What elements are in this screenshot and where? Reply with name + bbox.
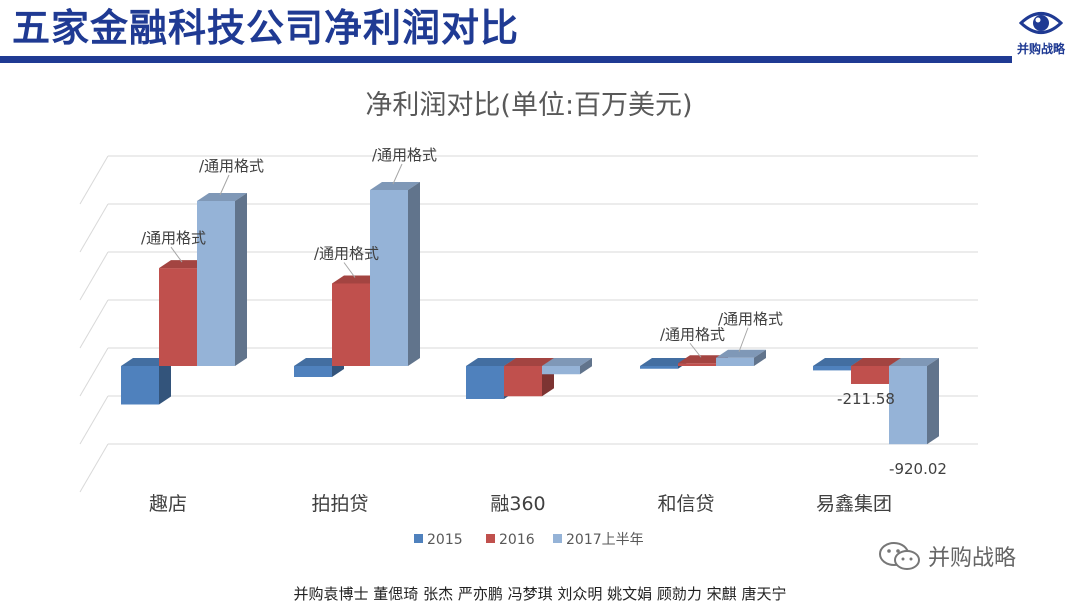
bar-front: [542, 366, 580, 375]
data-labels: /通用格式/通用格式/通用格式/通用格式/通用格式/通用格式 -211.58 -92…: [141, 146, 947, 478]
bar-front: [121, 366, 159, 405]
grid: [79, 155, 978, 493]
bar-front: [851, 366, 889, 384]
gridline-depth: [79, 203, 109, 253]
bar-top: [370, 182, 420, 190]
legend-swatch: [486, 534, 495, 543]
data-label: /通用格式: [314, 245, 379, 263]
bar-top: [159, 260, 209, 269]
bar-top: [466, 358, 516, 366]
gridline-depth: [79, 395, 109, 445]
bar-2015-趣店: [121, 358, 171, 405]
bar-2017上半年-易鑫集团: [889, 358, 939, 445]
bar-side: [235, 193, 247, 366]
legend-item-2017上半年: 2017上半年: [553, 532, 644, 548]
wechat-icon: [879, 542, 920, 570]
data-label: /通用格式: [718, 310, 783, 328]
eye-icon: [1019, 12, 1063, 34]
bar-front: [466, 366, 504, 399]
bar-top: [851, 358, 901, 366]
legend-label: 2016: [499, 532, 535, 548]
gridline-depth: [79, 443, 109, 493]
bar-front: [294, 366, 332, 377]
data-label: /通用格式: [141, 229, 206, 247]
legend-swatch: [414, 534, 423, 543]
wechat-watermark: 并购战略: [878, 540, 1016, 572]
data-label: /通用格式: [660, 325, 725, 343]
bar-top: [889, 358, 939, 366]
legend: 2015 2016 2017上半年: [414, 532, 644, 548]
category-label: 融360: [490, 493, 545, 515]
bars: [121, 182, 939, 445]
legend-item-2016: 2016: [486, 532, 535, 548]
category-label: 拍拍贷: [311, 493, 368, 515]
bar-2017上半年-趣店: [197, 193, 247, 366]
gridline-depth: [79, 299, 109, 349]
bar-side: [927, 358, 939, 445]
bar-front: [504, 366, 542, 397]
brand-logo: 并购战略: [1010, 4, 1072, 64]
bar-2017上半年-融360: [542, 358, 592, 375]
category-label: 易鑫集团: [816, 493, 892, 515]
data-label: /通用格式: [199, 157, 264, 175]
chart-title: 净利润对比(单位:百万美元): [365, 90, 692, 121]
category-label: 和信贷: [657, 493, 714, 515]
leader-line: [738, 327, 749, 352]
author-credits: 并购袁博士 董偲琦 张杰 严亦鹏 冯梦琪 刘众明 姚文娟 顾勍力 宋麒 唐天宁: [293, 585, 787, 603]
bar-front: [159, 268, 197, 366]
bar-side: [408, 182, 420, 366]
slide-title: 五家金融科技公司净利润对比: [12, 6, 520, 50]
wechat-account-name: 并购战略: [928, 546, 1017, 571]
bar-2017上半年-和信贷: [716, 349, 766, 366]
legend-label: 2015: [427, 532, 463, 548]
legend-swatch: [553, 534, 562, 543]
bar-top: [640, 358, 690, 366]
title-bar: [0, 56, 1012, 63]
bar-front: [813, 366, 851, 371]
gridline-depth: [79, 251, 109, 301]
net-profit-chart: 净利润对比(单位:百万美元) 趣店 拍拍贷 融360 和信贷 易鑫集团 /通用格式/通用…: [79, 90, 978, 548]
leader-line: [219, 174, 230, 196]
bar-front: [678, 363, 716, 366]
legend-item-2015: 2015: [414, 532, 463, 548]
bar-front: [640, 366, 678, 369]
bar-top: [716, 349, 766, 358]
bar-side: [754, 349, 766, 366]
legend-label: 2017上半年: [566, 532, 644, 548]
bar-side: [580, 358, 592, 375]
leader-line: [392, 163, 403, 185]
bar-2017上半年-拍拍贷: [370, 182, 420, 366]
bar-front: [332, 283, 370, 366]
leader-line: [689, 342, 702, 358]
leader-line: [170, 246, 183, 263]
bar-side: [159, 358, 171, 405]
bar-top: [678, 355, 728, 364]
bar-front: [197, 201, 235, 366]
bar-top: [294, 358, 344, 366]
bar-top: [121, 358, 171, 366]
bar-front: [370, 190, 408, 366]
gridline-depth: [79, 155, 109, 205]
bar-top: [332, 275, 382, 284]
data-label: -920.02: [889, 460, 947, 478]
bar-front: [889, 366, 927, 445]
data-label: -211.58: [837, 390, 895, 408]
leader-line: [343, 262, 356, 278]
logo-text: 并购战略: [1016, 42, 1065, 56]
bar-top: [542, 358, 592, 366]
gridline-depth: [79, 347, 109, 397]
data-label: /通用格式: [372, 146, 437, 164]
bar-front: [716, 357, 754, 366]
bar-top: [197, 193, 247, 201]
category-label: 趣店: [149, 493, 187, 515]
category-labels: 趣店 拍拍贷 融360 和信贷 易鑫集团: [149, 493, 892, 515]
bar-top: [813, 358, 863, 366]
bar-top: [504, 358, 554, 366]
